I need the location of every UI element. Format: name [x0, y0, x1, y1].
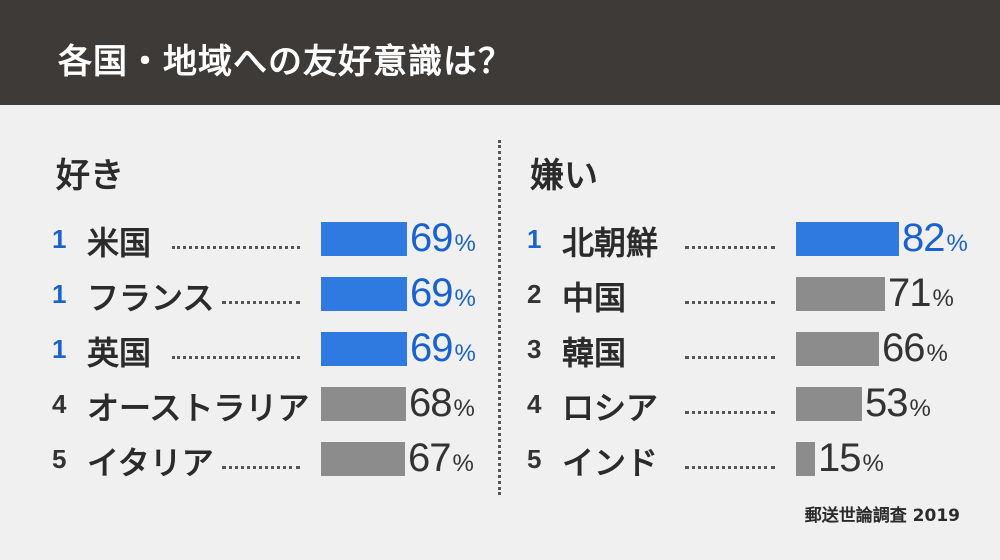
- leader-dots: [222, 466, 300, 469]
- value-label: 68%: [409, 379, 475, 433]
- like-row: 5 イタリア 67%: [52, 436, 492, 484]
- bar: [321, 332, 407, 366]
- category-label: フランス: [87, 279, 215, 317]
- value-number: 67: [408, 436, 451, 480]
- dislike-row: 5 インド 15%: [527, 436, 967, 484]
- bar: [321, 387, 406, 421]
- chart-title: 各国・地域への友好意識は？: [58, 42, 513, 82]
- value-label: 53%: [865, 379, 931, 433]
- value-label: 69%: [410, 324, 476, 378]
- category-label: オーストラリア: [87, 389, 310, 427]
- value-label: 66%: [882, 324, 948, 378]
- like-section-title: 好き: [56, 156, 124, 196]
- rank-label: 5: [52, 444, 67, 474]
- percent-sign: %: [454, 340, 476, 367]
- value-label: 71%: [888, 269, 954, 323]
- percent-sign: %: [454, 285, 476, 312]
- leader-dots: [685, 246, 775, 249]
- value-number: 15: [818, 436, 861, 480]
- value-number: 69: [410, 216, 453, 260]
- bar: [796, 442, 815, 476]
- like-row: 1 フランス 69%: [52, 271, 492, 319]
- bar: [321, 442, 405, 476]
- leader-dots: [685, 466, 775, 469]
- value-number: 69: [410, 326, 453, 370]
- percent-sign: %: [453, 395, 475, 422]
- percent-sign: %: [926, 340, 948, 367]
- bar: [796, 277, 885, 311]
- category-label: 中国: [562, 279, 627, 317]
- bar: [796, 332, 879, 366]
- leader-dots: [222, 301, 300, 304]
- leader-dots: [685, 301, 775, 304]
- category-label: ロシア: [562, 389, 659, 427]
- percent-sign: %: [452, 450, 474, 477]
- leader-dots: [685, 356, 775, 359]
- like-row: 4 オーストラリア 68%: [52, 381, 492, 429]
- value-number: 82: [902, 216, 945, 260]
- value-label: 67%: [408, 434, 474, 488]
- leader-dots: [685, 411, 775, 414]
- category-label: 英国: [87, 334, 152, 372]
- rank-label: 1: [52, 224, 67, 254]
- rank-label: 1: [52, 279, 67, 309]
- leader-dots: [172, 246, 300, 249]
- value-number: 66: [882, 326, 925, 370]
- bar: [796, 222, 899, 256]
- value-number: 71: [888, 271, 931, 315]
- column-divider: [498, 140, 501, 495]
- like-row: 1 英国 69%: [52, 326, 492, 374]
- like-row: 1 米国 69%: [52, 216, 492, 264]
- category-label: イタリア: [87, 444, 214, 482]
- percent-sign: %: [454, 230, 476, 257]
- rank-label: 1: [52, 334, 67, 364]
- value-number: 53: [865, 381, 908, 425]
- rank-label: 4: [52, 389, 67, 419]
- dislike-row: 4 ロシア 53%: [527, 381, 967, 429]
- percent-sign: %: [932, 285, 954, 312]
- bar: [796, 387, 862, 421]
- source-note: 郵送世論調査 2019: [804, 506, 960, 526]
- value-label: 15%: [818, 434, 884, 488]
- header-bar: 各国・地域への友好意識は？: [0, 0, 1000, 105]
- category-label: 米国: [87, 224, 152, 262]
- value-number: 68: [409, 381, 452, 425]
- leader-dots: [172, 356, 300, 359]
- value-number: 69: [410, 271, 453, 315]
- category-label: インド: [562, 444, 659, 482]
- dislike-row: 2 中国 71%: [527, 271, 967, 319]
- percent-sign: %: [909, 395, 931, 422]
- value-label: 82%: [902, 214, 968, 268]
- dislike-section-title: 嫌い: [530, 156, 598, 196]
- rank-label: 3: [527, 334, 542, 364]
- dislike-row: 1 北朝鮮 82%: [527, 216, 968, 264]
- value-label: 69%: [410, 269, 476, 323]
- percent-sign: %: [862, 450, 884, 477]
- percent-sign: %: [946, 230, 968, 257]
- bar: [321, 222, 407, 256]
- value-label: 69%: [410, 214, 476, 268]
- rank-label: 5: [527, 444, 542, 474]
- rank-label: 1: [527, 224, 542, 254]
- rank-label: 4: [527, 389, 542, 419]
- category-label: 韓国: [562, 334, 627, 372]
- bar: [321, 277, 407, 311]
- dislike-row: 3 韓国 66%: [527, 326, 967, 374]
- category-label: 北朝鮮: [562, 224, 659, 262]
- rank-label: 2: [527, 279, 542, 309]
